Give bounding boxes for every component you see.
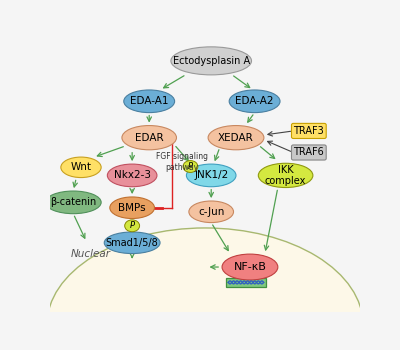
Text: c-Jun: c-Jun: [198, 207, 224, 217]
Text: BMPs: BMPs: [118, 203, 146, 213]
Text: EDA-A1: EDA-A1: [130, 96, 168, 106]
Text: XEDAR: XEDAR: [218, 133, 254, 143]
Text: β-catenin: β-catenin: [50, 197, 96, 207]
Text: IKK
complex: IKK complex: [265, 164, 306, 186]
Ellipse shape: [107, 164, 157, 187]
Text: NF-κB: NF-κB: [234, 262, 266, 272]
Ellipse shape: [125, 220, 140, 232]
Ellipse shape: [45, 191, 101, 214]
Ellipse shape: [183, 161, 198, 173]
Ellipse shape: [186, 164, 236, 187]
Ellipse shape: [208, 126, 264, 150]
Text: TRAF3: TRAF3: [294, 126, 324, 136]
Ellipse shape: [61, 157, 101, 177]
Text: P: P: [188, 162, 193, 171]
Ellipse shape: [124, 90, 175, 113]
Text: Smad1/5/8: Smad1/5/8: [106, 238, 158, 248]
Text: FGF signaling
pathway: FGF signaling pathway: [156, 152, 208, 172]
Text: Nkx2-3: Nkx2-3: [114, 170, 151, 180]
Ellipse shape: [47, 228, 363, 350]
Text: Ectodysplasin A: Ectodysplasin A: [173, 56, 250, 66]
Text: Nuclear: Nuclear: [70, 248, 110, 259]
FancyBboxPatch shape: [292, 145, 326, 160]
Text: EDA-A2: EDA-A2: [235, 96, 274, 106]
Text: Wnt: Wnt: [70, 162, 92, 172]
Ellipse shape: [122, 126, 176, 150]
Ellipse shape: [171, 47, 252, 75]
Text: TRAF6: TRAF6: [294, 147, 324, 158]
Text: EDAR: EDAR: [135, 133, 164, 143]
FancyBboxPatch shape: [226, 278, 266, 287]
Ellipse shape: [229, 90, 280, 113]
Ellipse shape: [104, 232, 160, 253]
Ellipse shape: [189, 201, 234, 223]
Ellipse shape: [110, 197, 154, 218]
Text: P: P: [130, 221, 135, 230]
FancyBboxPatch shape: [292, 124, 326, 139]
Ellipse shape: [222, 254, 278, 280]
Text: JNK1/2: JNK1/2: [194, 170, 228, 180]
Ellipse shape: [258, 163, 313, 188]
